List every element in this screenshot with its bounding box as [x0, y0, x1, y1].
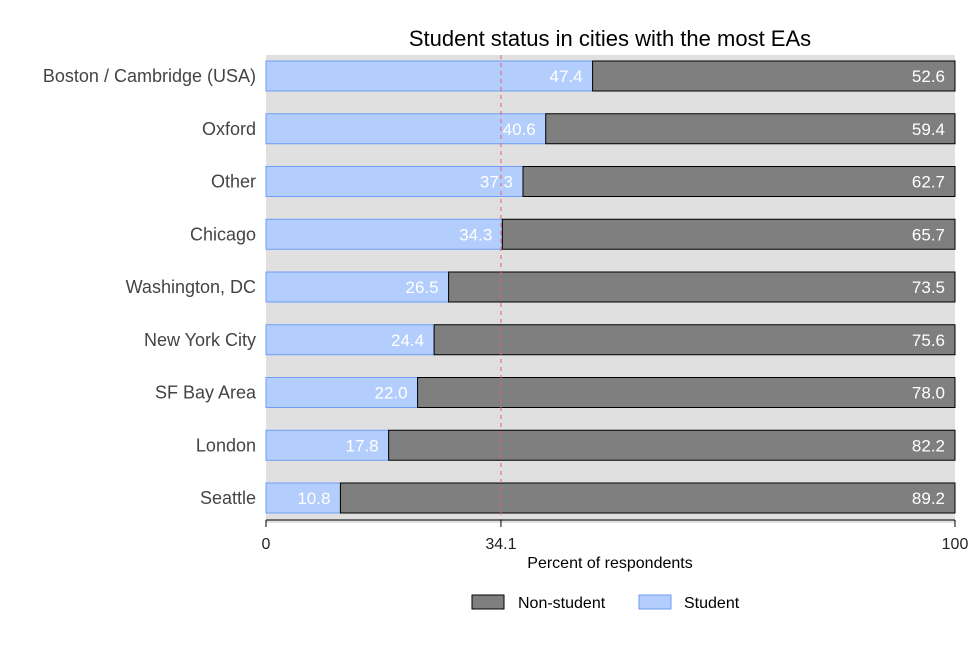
data-label-non-student-washington-dc: 73.5: [912, 278, 945, 297]
data-label-student-sf-bay-area: 22.0: [374, 384, 407, 403]
bar-non-student-other: [522, 166, 956, 197]
x-tick-label-100: 100: [942, 536, 969, 553]
data-label-non-student-oxford: 59.4: [912, 120, 945, 139]
data-label-student-chicago: 34.3: [459, 225, 492, 244]
data-label-non-student-seattle: 89.2: [912, 489, 945, 508]
bar-student-new-york-city: [265, 324, 435, 356]
category-label-oxford: Oxford: [202, 119, 256, 139]
category-label-other: Other: [211, 172, 256, 192]
legend: Non-student Student: [471, 594, 740, 612]
bar-non-student-sf-bay-area: [417, 377, 956, 408]
data-label-student-seattle: 10.8: [297, 489, 330, 508]
data-label-student-boston-cambridge-usa: 47.4: [549, 67, 582, 86]
bar-non-student-washington-dc: [448, 271, 956, 303]
bar-non-student-seattle: [339, 482, 956, 514]
data-label-non-student-london: 82.2: [912, 436, 945, 455]
bar-non-student-new-york-city: [433, 324, 956, 356]
bar-student-sf-bay-area: [265, 377, 419, 408]
category-label-sf-bay-area: SF Bay Area: [155, 383, 257, 403]
bar-student-oxford: [265, 113, 547, 145]
bar-non-student-london: [388, 429, 956, 461]
data-label-non-student-other: 62.7: [912, 173, 945, 192]
category-label-seattle: Seattle: [200, 488, 256, 508]
data-label-student-london: 17.8: [346, 436, 379, 455]
category-label-boston-cambridge-usa: Boston / Cambridge (USA): [43, 66, 256, 86]
category-label-new-york-city: New York City: [144, 330, 256, 350]
bars-group: 47.4 52.6 40.6 59.4 37.3 62.7 34.3 65.7 26.5 73.5…: [265, 60, 956, 514]
data-label-non-student-sf-bay-area: 78.0: [912, 384, 945, 403]
category-labels: Boston / Cambridge (USA) Oxford Other Chica…: [43, 66, 257, 508]
x-tick-label-0: 0: [262, 536, 271, 553]
x-axis-title: Percent of respondents: [527, 555, 692, 572]
data-label-non-student-boston-cambridge-usa: 52.6: [912, 67, 945, 86]
bar-non-student-chicago: [501, 218, 956, 250]
data-label-student-washington-dc: 26.5: [405, 278, 438, 297]
data-label-non-student-new-york-city: 75.6: [912, 331, 945, 350]
x-tick-label-34-1: 34.1: [485, 536, 516, 553]
legend-label-student: Student: [684, 595, 740, 612]
data-label-student-other: 37.3: [480, 173, 513, 192]
data-label-non-student-chicago: 65.7: [912, 225, 945, 244]
legend-label-non-student: Non-student: [518, 595, 606, 612]
bar-student-other: [265, 166, 524, 197]
chart-title: Student status in cities with the most E…: [409, 26, 811, 51]
legend-swatch-non-student: [471, 594, 505, 610]
data-label-student-oxford: 40.6: [503, 120, 536, 139]
bar-student-chicago: [265, 218, 503, 250]
bar-non-student-boston-cambridge-usa: [592, 60, 956, 92]
category-label-chicago: Chicago: [190, 224, 256, 244]
category-label-washington-dc: Washington, DC: [126, 277, 256, 297]
bar-student-boston-cambridge-usa: [265, 60, 594, 92]
category-label-london: London: [196, 435, 256, 455]
legend-swatch-student: [638, 594, 672, 610]
bar-non-student-oxford: [545, 113, 956, 145]
bar-student-seattle: [265, 482, 341, 514]
bar-student-washington-dc: [265, 271, 450, 303]
data-label-student-new-york-city: 24.4: [391, 331, 424, 350]
x-axis-ticks: 0 34.1 100: [262, 520, 969, 553]
